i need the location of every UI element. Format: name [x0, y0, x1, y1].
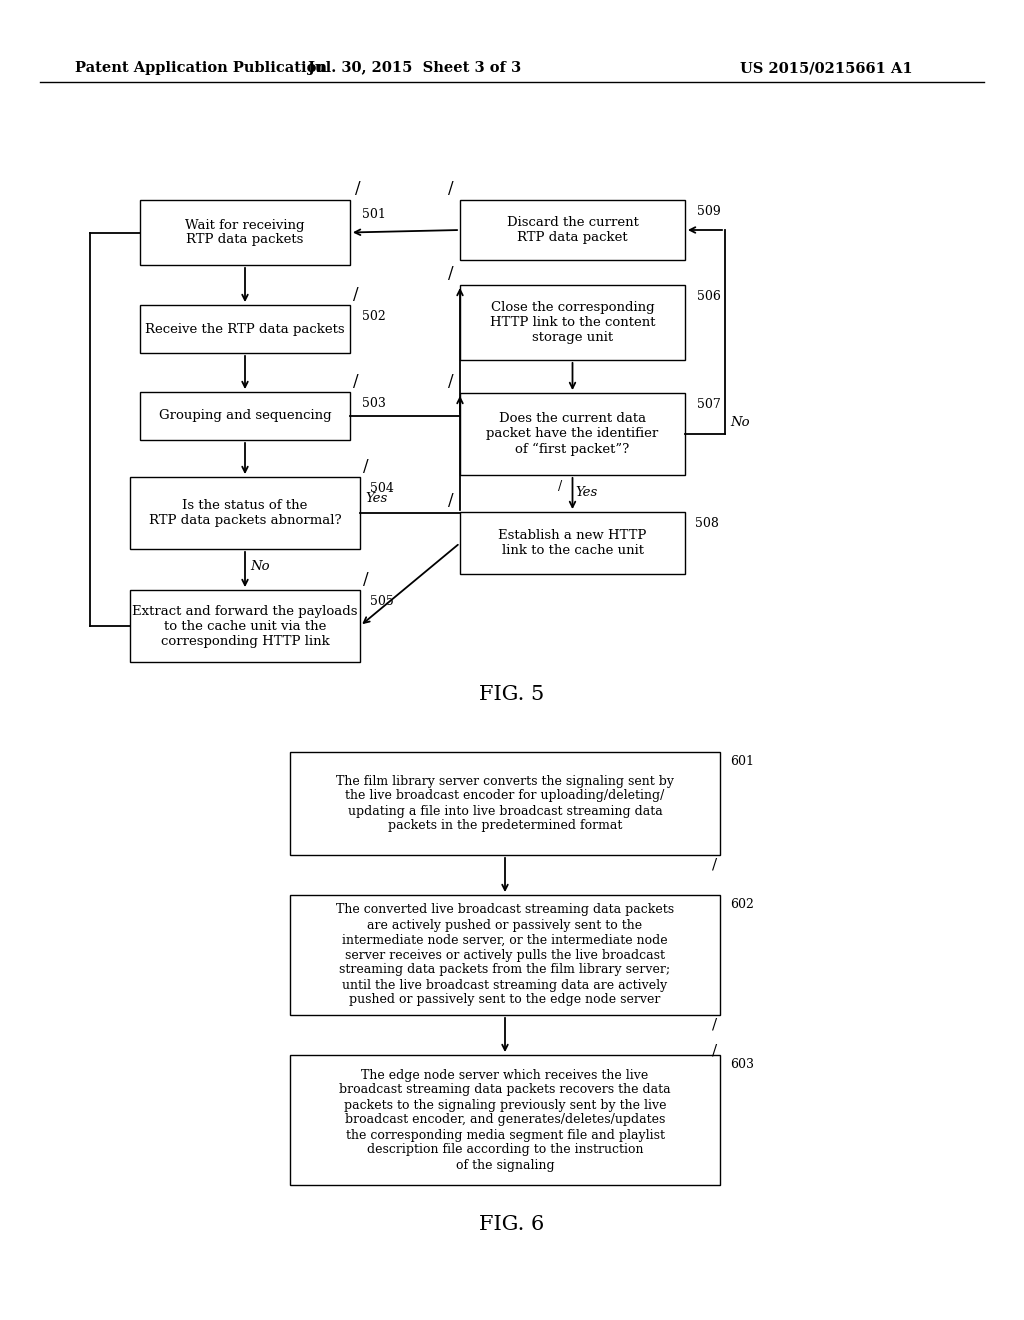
Text: /: / — [449, 374, 454, 389]
Text: /: / — [353, 374, 358, 389]
FancyBboxPatch shape — [140, 201, 350, 265]
Text: The converted live broadcast streaming data packets
are actively pushed or passi: The converted live broadcast streaming d… — [336, 903, 674, 1006]
Text: Yes: Yes — [575, 487, 598, 499]
Text: Wait for receiving
RTP data packets: Wait for receiving RTP data packets — [185, 219, 305, 247]
FancyBboxPatch shape — [460, 393, 685, 475]
FancyBboxPatch shape — [460, 285, 685, 360]
FancyBboxPatch shape — [130, 590, 360, 663]
Text: /: / — [712, 858, 717, 873]
Text: /: / — [353, 286, 358, 304]
Text: /: / — [362, 458, 369, 475]
FancyBboxPatch shape — [460, 512, 685, 574]
Text: /: / — [355, 180, 360, 197]
Text: 509: 509 — [697, 205, 721, 218]
Text: /: / — [712, 1043, 717, 1057]
Text: US 2015/0215661 A1: US 2015/0215661 A1 — [740, 61, 912, 75]
Text: No: No — [730, 416, 750, 429]
Text: Grouping and sequencing: Grouping and sequencing — [159, 409, 332, 422]
Text: 507: 507 — [697, 399, 721, 411]
Text: 502: 502 — [362, 310, 386, 323]
Text: No: No — [250, 561, 269, 573]
Text: /: / — [362, 572, 369, 587]
Text: /: / — [449, 492, 454, 510]
FancyBboxPatch shape — [290, 895, 720, 1015]
Text: /: / — [712, 1018, 717, 1032]
Text: Receive the RTP data packets: Receive the RTP data packets — [145, 322, 345, 335]
Text: Extract and forward the payloads
to the cache unit via the
corresponding HTTP li: Extract and forward the payloads to the … — [132, 605, 357, 648]
Text: 504: 504 — [370, 482, 394, 495]
Text: The edge node server which receives the live
broadcast streaming data packets re: The edge node server which receives the … — [339, 1068, 671, 1172]
Text: 602: 602 — [730, 898, 754, 911]
Text: 503: 503 — [362, 397, 386, 411]
Text: FIG. 5: FIG. 5 — [479, 685, 545, 705]
Text: 501: 501 — [362, 209, 386, 220]
FancyBboxPatch shape — [290, 1055, 720, 1185]
Text: 505: 505 — [370, 595, 394, 609]
Text: /: / — [557, 480, 562, 492]
Text: 506: 506 — [697, 290, 721, 304]
Text: /: / — [449, 265, 454, 282]
Text: /: / — [449, 180, 454, 197]
Text: 603: 603 — [730, 1059, 754, 1071]
Text: Close the corresponding
HTTP link to the content
storage unit: Close the corresponding HTTP link to the… — [489, 301, 655, 345]
Text: Does the current data
packet have the identifier
of “first packet”?: Does the current data packet have the id… — [486, 412, 658, 455]
Text: 508: 508 — [695, 517, 719, 531]
FancyBboxPatch shape — [140, 392, 350, 440]
Text: Is the status of the
RTP data packets abnormal?: Is the status of the RTP data packets ab… — [148, 499, 341, 527]
FancyBboxPatch shape — [140, 305, 350, 352]
Text: Discard the current
RTP data packet: Discard the current RTP data packet — [507, 216, 638, 244]
Text: The film library server converts the signaling sent by
the live broadcast encode: The film library server converts the sig… — [336, 775, 674, 833]
FancyBboxPatch shape — [460, 201, 685, 260]
FancyBboxPatch shape — [130, 477, 360, 549]
Text: FIG. 6: FIG. 6 — [479, 1216, 545, 1234]
Text: Yes: Yes — [365, 492, 387, 506]
Text: Patent Application Publication: Patent Application Publication — [75, 61, 327, 75]
Text: Establish a new HTTP
link to the cache unit: Establish a new HTTP link to the cache u… — [499, 529, 647, 557]
Text: Jul. 30, 2015  Sheet 3 of 3: Jul. 30, 2015 Sheet 3 of 3 — [308, 61, 521, 75]
FancyBboxPatch shape — [290, 752, 720, 855]
Text: 601: 601 — [730, 755, 754, 768]
